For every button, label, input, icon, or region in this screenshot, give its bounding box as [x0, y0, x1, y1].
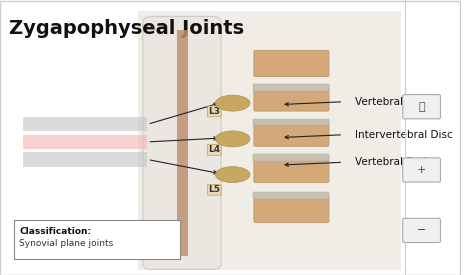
FancyBboxPatch shape	[254, 120, 329, 146]
Text: Intervertebral Disc: Intervertebral Disc	[355, 130, 453, 140]
Text: −: −	[417, 226, 426, 235]
Text: Zygapophyseal Joints: Zygapophyseal Joints	[9, 19, 244, 38]
FancyBboxPatch shape	[403, 95, 440, 119]
Text: L4: L4	[208, 145, 220, 154]
FancyBboxPatch shape	[0, 1, 460, 275]
Ellipse shape	[215, 95, 250, 111]
Text: Vertebral Body: Vertebral Body	[355, 97, 432, 107]
FancyBboxPatch shape	[254, 196, 329, 222]
Bar	[23, 135, 147, 149]
FancyBboxPatch shape	[403, 218, 440, 243]
Bar	[23, 117, 147, 131]
FancyBboxPatch shape	[254, 85, 329, 111]
Text: Vertebral Body: Vertebral Body	[355, 157, 432, 167]
Bar	[177, 30, 188, 256]
Bar	[254, 154, 329, 161]
Text: L3: L3	[208, 107, 220, 116]
Text: Classification:: Classification:	[19, 227, 91, 236]
FancyBboxPatch shape	[254, 156, 329, 183]
Text: ⤢: ⤢	[418, 102, 425, 112]
Bar	[138, 11, 401, 270]
Bar	[254, 84, 329, 91]
FancyBboxPatch shape	[254, 50, 329, 77]
Text: +: +	[417, 165, 426, 175]
Text: L5: L5	[208, 185, 220, 194]
Ellipse shape	[215, 131, 250, 147]
Bar	[254, 119, 329, 125]
Ellipse shape	[215, 167, 250, 183]
FancyBboxPatch shape	[14, 220, 180, 258]
FancyBboxPatch shape	[143, 16, 221, 270]
FancyBboxPatch shape	[403, 158, 440, 182]
Text: Synovial plane joints: Synovial plane joints	[19, 239, 114, 248]
Bar	[23, 152, 147, 167]
Bar	[254, 192, 329, 199]
